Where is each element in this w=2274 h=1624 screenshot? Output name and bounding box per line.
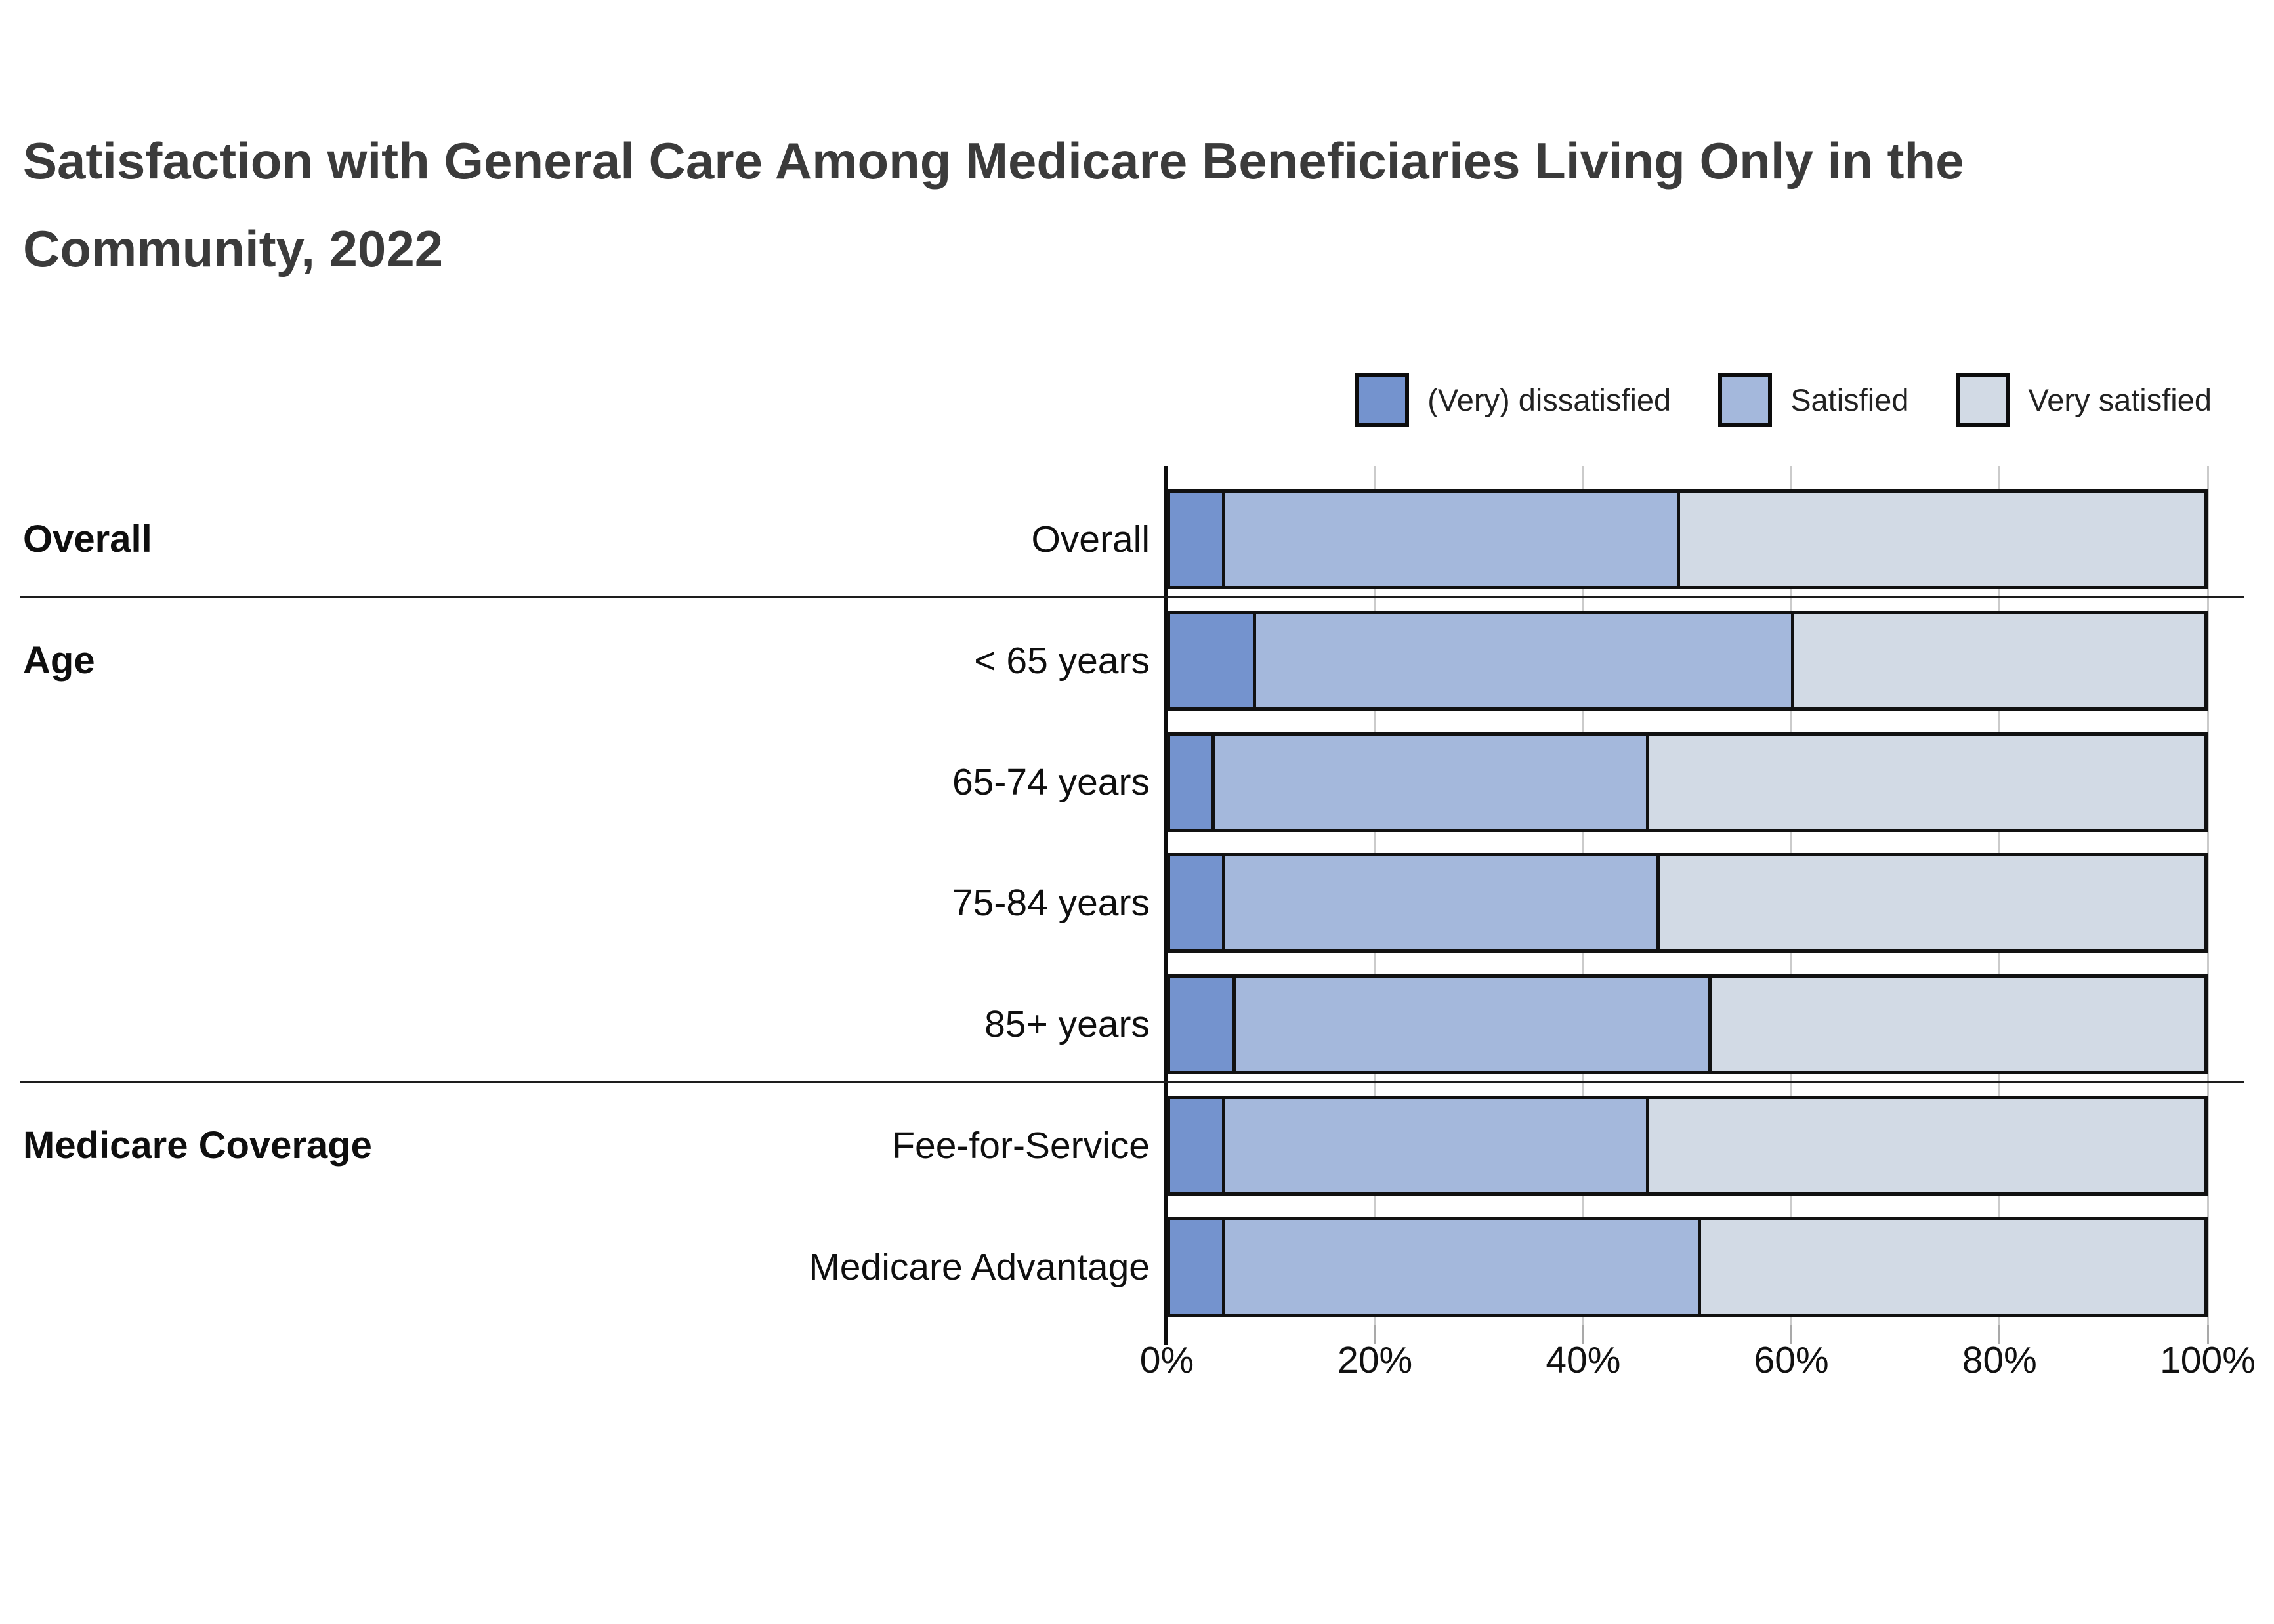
gridline	[2206, 466, 2209, 1325]
row-label: Overall	[1031, 518, 1150, 560]
bar-segment	[1645, 1099, 2204, 1192]
legend-item: Satisfied	[1718, 373, 1908, 427]
legend-swatch	[1355, 373, 1410, 427]
bar-segment	[1221, 493, 1677, 586]
bar-segment	[1170, 1099, 1222, 1192]
group-label: Age	[23, 638, 95, 682]
x-axis-tick-label: 80%	[1962, 1339, 2037, 1381]
bar-segment	[1253, 614, 1791, 707]
bar-row	[1167, 489, 2208, 589]
axis-tick	[1164, 1325, 1168, 1345]
row-label: 85+ years	[984, 1003, 1150, 1046]
axis-tick	[2206, 1325, 2209, 1344]
legend-item: (Very) dissatisfied	[1355, 373, 1671, 427]
x-axis-tick-label: 60%	[1754, 1339, 1829, 1381]
bar-row	[1167, 853, 2208, 953]
bar-segment	[1170, 735, 1212, 829]
legend-item: Very satisfied	[1956, 373, 2212, 427]
bar-row	[1167, 610, 2208, 711]
bar-segment	[1170, 1220, 1222, 1314]
bar-segment	[1221, 1220, 1698, 1314]
bar-segment	[1697, 1220, 2204, 1314]
bar-segment	[1232, 978, 1708, 1072]
group-label: Medicare Coverage	[23, 1124, 372, 1167]
group-label: Overall	[23, 518, 152, 560]
bar-row	[1167, 974, 2208, 1075]
x-axis-tick-label: 100%	[2160, 1339, 2256, 1381]
axis-tick	[1790, 1325, 1793, 1344]
bar-row	[1167, 1096, 2208, 1196]
axis-tick	[1998, 1325, 2001, 1344]
x-axis-tick-label: 40%	[1546, 1339, 1621, 1381]
axis-tick	[1582, 1325, 1584, 1344]
bar-row	[1167, 1217, 2208, 1317]
bar-segment	[1170, 493, 1222, 586]
bar-segment	[1170, 978, 1232, 1072]
bar-segment	[1170, 614, 1253, 707]
row-label: 75-84 years	[952, 882, 1150, 925]
bar-segment	[1790, 614, 2204, 707]
bar-segment	[1170, 856, 1222, 950]
group-separator	[20, 1081, 2244, 1083]
bar-row	[1167, 732, 2208, 832]
legend-swatch	[1718, 373, 1773, 427]
bar-segment	[1677, 493, 2204, 586]
x-axis-tick-label: 0%	[1139, 1339, 1194, 1381]
row-label: Medicare Advantage	[809, 1245, 1150, 1288]
legend-label: (Very) dissatisfied	[1427, 382, 1672, 417]
x-axis-tick-label: 20%	[1337, 1339, 1413, 1381]
y-axis-line	[1164, 466, 1168, 1325]
bar-segment	[1221, 1099, 1646, 1192]
group-separator	[20, 595, 2244, 598]
legend-label: Satisfied	[1790, 382, 1909, 417]
bar-segment	[1221, 856, 1656, 950]
row-label: 65-74 years	[952, 760, 1150, 803]
bar-segment	[1656, 856, 2204, 950]
chart-title: Satisfaction with General Care Among Med…	[23, 132, 1964, 278]
bar-segment	[1708, 978, 2204, 1072]
row-label: < 65 years	[974, 639, 1150, 682]
legend: (Very) dissatisfied Satisfied Very satisfi…	[1355, 373, 2212, 427]
bar-segment	[1211, 735, 1646, 829]
legend-label: Very satisfied	[2028, 382, 2212, 417]
legend-swatch	[1956, 373, 2010, 427]
axis-tick	[1374, 1325, 1376, 1344]
row-label: Fee-for-Service	[892, 1125, 1150, 1167]
bar-segment	[1645, 735, 2204, 829]
